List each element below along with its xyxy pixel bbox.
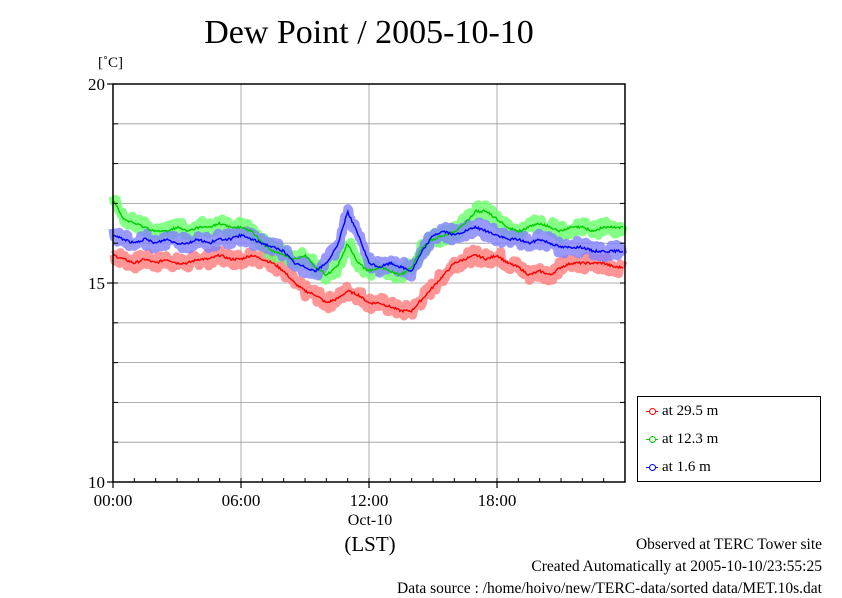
series-line-1 (112, 253, 624, 314)
x-tick-label: 18:00 (478, 491, 517, 510)
tick-layer: 10 15 20 00:00 06:00 12:00 18:00 (88, 75, 625, 510)
legend-item-12-3m: at 12.3 m (646, 430, 718, 448)
x-axis-date-label: Oct-10 (347, 512, 393, 529)
series-line-3 (112, 208, 624, 273)
legend-swatch-29-5m (646, 407, 658, 415)
footer-site-note: Observed at TERC Tower site (635, 536, 822, 553)
series-line-2 (112, 199, 624, 277)
chart-legend: at 29.5 m at 12.3 m at 1.6 m (637, 396, 821, 482)
legend-swatch-12-3m (646, 435, 658, 443)
series-line-layer (112, 199, 624, 314)
y-tick-label: 15 (88, 274, 105, 293)
y-tick-label: 20 (88, 75, 105, 94)
x-tick-label: 00:00 (94, 491, 133, 510)
grid-layer (113, 84, 625, 482)
y-axis-unit-label: [˚C] (98, 55, 123, 71)
chart-title: Dew Point / 2005-10-10 (204, 14, 534, 51)
footer-created-note: Created Automatically at 2005-10-10/23:5… (531, 558, 822, 575)
legend-item-1-6m: at 1.6 m (646, 458, 711, 476)
series-band-layer (108, 195, 628, 321)
legend-label-1-6m: at 1.6 m (662, 458, 711, 475)
legend-label-29-5m: at 29.5 m (662, 402, 719, 419)
y-tick-label: 10 (88, 473, 105, 492)
legend-label-12-3m: at 12.3 m (662, 430, 719, 447)
x-tick-label: 12:00 (350, 491, 389, 510)
x-tick-label: 06:00 (222, 491, 261, 510)
legend-swatch-1-6m (646, 463, 658, 471)
footer-data-source: Data source : /home/hoivo/new/TERC-data/… (397, 580, 822, 597)
x-axis-title: (LST) (344, 532, 396, 556)
legend-item-29-5m: at 29.5 m (646, 402, 718, 420)
